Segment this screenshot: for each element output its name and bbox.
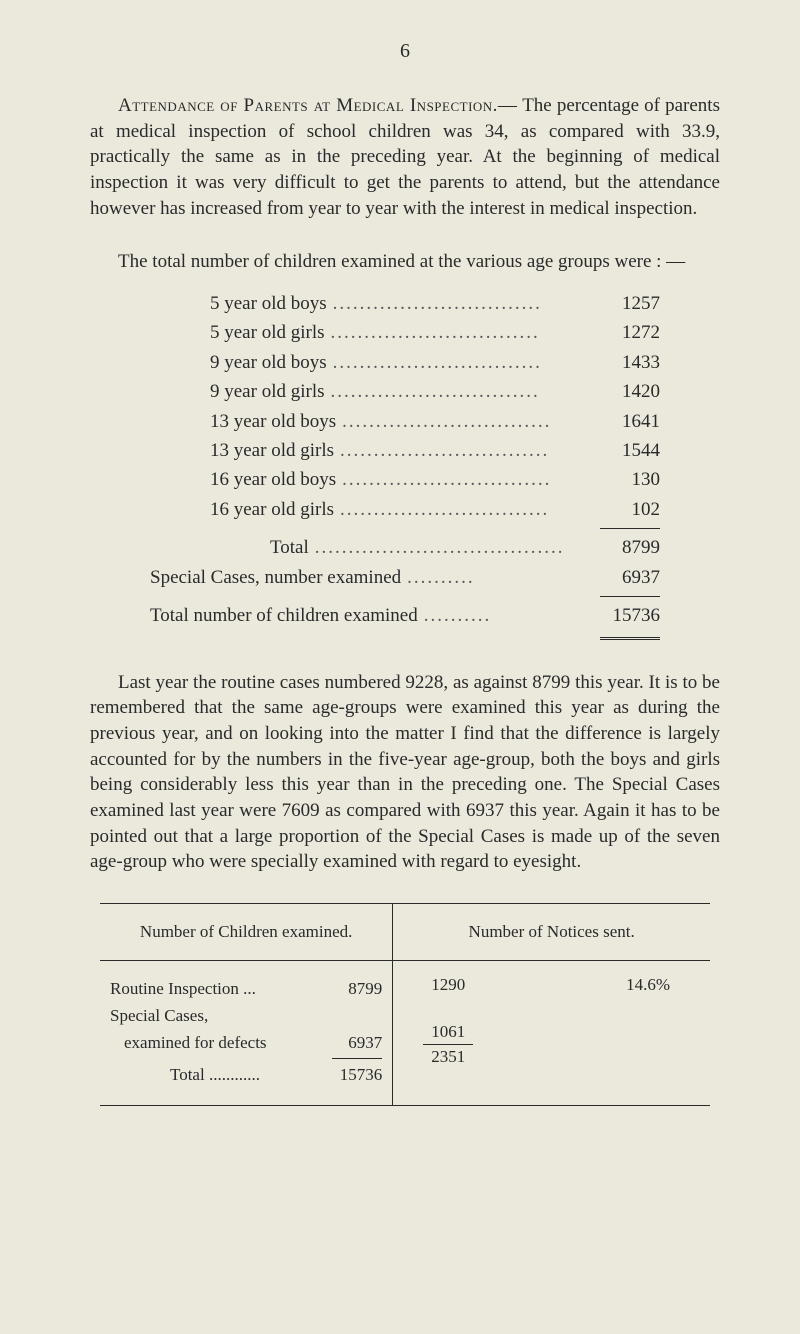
right-cell: 1290 14.6% 1061 2351 (393, 960, 710, 1105)
grand-total-rule (600, 637, 660, 640)
paragraph-1: Attendance of Parents at Medical Inspect… (90, 93, 720, 221)
notices-table-wrap: Number of Children examined. Number of N… (100, 903, 710, 1106)
subtotal-rule (600, 528, 660, 529)
leader-dots: ............................... (336, 407, 600, 436)
row-value: 1641 (600, 407, 660, 436)
paragraph-3: Last year the routine cases numbered 922… (90, 670, 720, 875)
total-value: 8799 (600, 533, 660, 562)
special-cases-row: Special Cases, number examined .........… (150, 563, 660, 592)
leader-dots: ............................... (325, 377, 600, 406)
row-label: 9 year old boys (210, 348, 327, 377)
special-label: Special Cases, number examined (150, 563, 401, 592)
header-left: Number of Children examined. (100, 903, 393, 960)
routine-num: 8799 (332, 975, 382, 1002)
section-heading: Attendance of Parents at Medical Inspect… (118, 95, 517, 116)
special-num: 6937 (332, 1029, 382, 1056)
row-value: 102 (600, 495, 660, 524)
leader-dots: ............................... (336, 465, 600, 494)
routine-notices-row: 1290 14.6% (403, 975, 700, 995)
subtotal-rule (600, 596, 660, 597)
total-word: Total (170, 1065, 205, 1084)
row-label: 16 year old girls (210, 495, 334, 524)
leader-dots: ............................... (325, 318, 600, 347)
special-notices: 1061 (403, 1022, 493, 1042)
row-value: 1420 (600, 377, 660, 406)
row-label: 13 year old boys (210, 407, 336, 436)
list-item: 5 year old boys ........................… (210, 289, 660, 318)
inner-rule (423, 1044, 473, 1045)
row-label: 9 year old girls (210, 377, 325, 406)
list-item: 9 year old boys ........................… (210, 348, 660, 377)
row-value: 1257 (600, 289, 660, 318)
special-value: 6937 (600, 563, 660, 592)
row-label: 16 year old boys (210, 465, 336, 494)
total-notices: 2351 (403, 1047, 493, 1067)
special-label-2: examined for defects (110, 1029, 267, 1056)
list-item: 5 year old girls .......................… (210, 318, 660, 347)
table-total-num: 15736 (332, 1061, 382, 1088)
special-row-1: Special Cases, (110, 1002, 382, 1029)
page-number: 6 (90, 40, 720, 63)
row-value: 130 (600, 465, 660, 494)
row-value: 1544 (600, 436, 660, 465)
table-total-row: Total ............ 15736 (110, 1061, 382, 1100)
total-label: Total (270, 533, 309, 562)
list-item: 9 year old girls .......................… (210, 377, 660, 406)
row-label: 5 year old boys (210, 289, 327, 318)
list-item: 16 year old girls ......................… (210, 495, 660, 524)
leader-dots: ............................... (334, 436, 600, 465)
special-notices-row: 1061 (403, 1022, 700, 1042)
inner-rule (332, 1058, 382, 1059)
routine-pct: 14.6% (493, 975, 700, 995)
table-header-row: Number of Children examined. Number of N… (100, 903, 710, 960)
paragraph-2: The total number of children examined at… (90, 249, 720, 275)
leader-dots: .......... (401, 563, 600, 592)
total-row: Total ..................................… (270, 533, 660, 562)
leader-dots: ............................... (327, 348, 600, 377)
grand-total-row: Total number of children examined ......… (150, 601, 660, 630)
leader-dots: ..................................... (309, 533, 600, 562)
total-dots: ............ (209, 1065, 260, 1084)
leader-dots: ............................... (327, 289, 600, 318)
row-label: 13 year old girls (210, 436, 334, 465)
notices-table: Number of Children examined. Number of N… (100, 903, 710, 1106)
grand-total-value: 15736 (600, 601, 660, 630)
routine-label: Routine Inspection ... (110, 975, 256, 1002)
routine-notices: 1290 (403, 975, 493, 995)
list-item: 13 year old girls ......................… (210, 436, 660, 465)
left-cell: Routine Inspection ... 8799 Special Case… (100, 960, 393, 1105)
row-label: 5 year old girls (210, 318, 325, 347)
table-total-label: Total ............ (110, 1061, 260, 1088)
list-item: 13 year old boys .......................… (210, 407, 660, 436)
table-body-row: Routine Inspection ... 8799 Special Case… (100, 960, 710, 1105)
leader-dots: .......... (418, 601, 600, 630)
blank-row (403, 995, 700, 1022)
row-value: 1272 (600, 318, 660, 347)
total-notices-row: 2351 (403, 1047, 700, 1079)
routine-row: Routine Inspection ... 8799 (110, 975, 382, 1002)
grand-total-label: Total number of children examined (150, 601, 418, 630)
leader-dots: ............................... (334, 495, 600, 524)
special-row-2: examined for defects 6937 (110, 1029, 382, 1056)
row-value: 1433 (600, 348, 660, 377)
special-label-1: Special Cases, (110, 1002, 208, 1029)
list-item: 16 year old boys .......................… (210, 465, 660, 494)
header-right: Number of Notices sent. (393, 903, 710, 960)
age-group-list: 5 year old boys ........................… (210, 289, 660, 640)
blank (332, 1002, 382, 1029)
